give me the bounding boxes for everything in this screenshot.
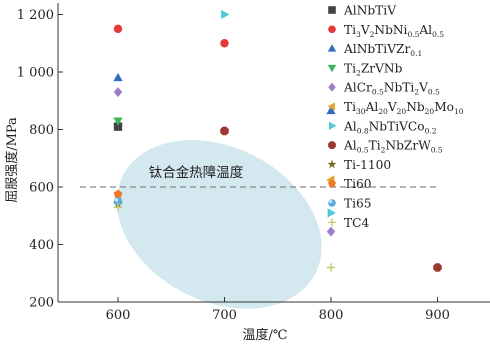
y-tick-label: 600 <box>29 181 54 196</box>
legend-marker-7 <box>328 121 337 130</box>
legend-label-6: Ti30Al20V20Nb20Mo10 <box>344 100 464 116</box>
data-point-series-11-highlight <box>114 198 119 202</box>
barrier-ellipse <box>116 140 322 309</box>
legend-marker-3 <box>327 44 337 52</box>
data-points <box>113 9 442 272</box>
legend-label-3: AlNbTiVZr0.1 <box>343 42 422 58</box>
y-tick-label: 800 <box>29 123 54 138</box>
data-point-series-5 <box>326 226 336 237</box>
y-tick-label: 1 200 <box>17 8 54 23</box>
y-tick-label: 400 <box>29 238 54 253</box>
data-point-series-4 <box>113 117 123 126</box>
data-point-series-8 <box>433 263 442 272</box>
data-point-series-1 <box>113 122 123 131</box>
data-point-series-8 <box>220 126 229 136</box>
legend-marker-11 <box>328 199 336 207</box>
x-tick-label: 700 <box>212 308 237 323</box>
ticks: 600 700 800 900 200 400 600 800 1 000 1 200 <box>17 8 450 323</box>
data-point-series-10 <box>113 189 123 198</box>
legend-marker-10 <box>328 179 336 188</box>
data-point-series-5 <box>113 87 123 98</box>
x-axis-label: 温度/℃ <box>243 327 288 343</box>
legend-label-12: TC4 <box>344 216 369 230</box>
legend-label-4: Ti2ZrVNb <box>344 61 403 77</box>
legend-marker-2 <box>328 25 336 34</box>
data-point-series-7 <box>327 208 336 218</box>
legend-label-7: Al0.8NbTiVCo0.2 <box>343 119 437 135</box>
legend-label-5: AlCr0.5NbTi2V0.5 <box>343 81 440 97</box>
data-point-series-7 <box>221 9 230 20</box>
data-point-series-3 <box>113 72 123 82</box>
legend-label-2: Ti3V2NbNi0.5Al0.5 <box>344 23 444 39</box>
legend-marker-11-highlight <box>329 200 333 204</box>
legend-label-10: Ti60 <box>344 177 372 191</box>
data-point-series-2 <box>113 24 123 34</box>
axes <box>57 3 490 303</box>
legend-label-11: Ti65 <box>344 197 372 211</box>
x-tick-label: 600 <box>106 308 131 323</box>
data-point-series-2 <box>220 39 229 48</box>
y-tick-label: 200 <box>29 296 54 311</box>
legend-marker-12 <box>328 218 336 227</box>
data-point-series-12 <box>326 263 336 272</box>
legend-label-1: AlNbTiV <box>343 4 396 18</box>
y-axis-label: 屈服强度/MPa <box>4 117 20 203</box>
legend-marker-8 <box>328 141 336 149</box>
legend-label-9: Ti-1100 <box>344 158 391 172</box>
legend-marker-1 <box>328 6 336 14</box>
thermal-barrier-region <box>116 140 322 309</box>
data-point-series-3 <box>326 105 336 115</box>
thermal-barrier-annotation: 钛合金热障温度 <box>149 165 244 181</box>
legend-marker-4 <box>327 64 337 73</box>
legend-label-8: Al0.5Ti2NbZrW0.5 <box>343 139 443 155</box>
legend-marker-5 <box>328 82 336 92</box>
legend-marker-6 <box>327 102 336 111</box>
x-tick-label: 800 <box>319 308 344 323</box>
y-tick-label: 1 000 <box>17 66 54 81</box>
data-point-series-12 <box>113 202 123 212</box>
legend: AlNbTiV Ti3V2NbNi0.5Al0.5 AlNbTiVZr0.1 Ti2Z… <box>327 4 464 230</box>
x-tick-label: 900 <box>425 308 450 323</box>
legend-marker-9 <box>327 159 337 169</box>
